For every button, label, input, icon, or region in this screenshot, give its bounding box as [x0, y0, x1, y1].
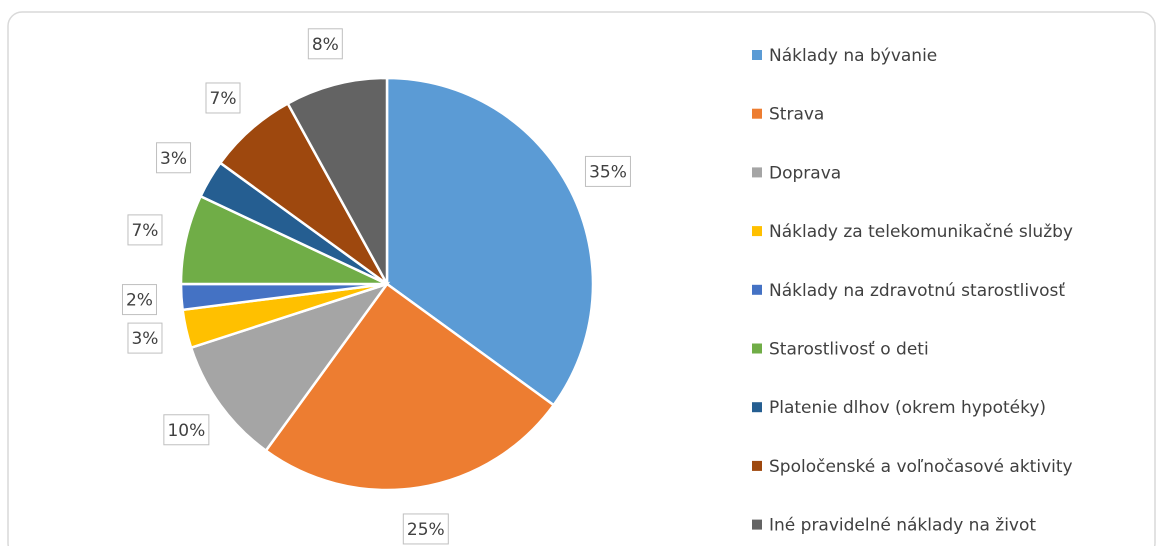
- data-label: 3%: [131, 329, 158, 349]
- legend-swatch: [752, 519, 762, 530]
- data-label: 7%: [210, 89, 237, 109]
- pie-slice: [189, 281, 391, 453]
- legend-swatch: [752, 460, 762, 471]
- data-label-box: [163, 414, 210, 446]
- legend-label: Iné pravidelné náklady na život: [769, 516, 1036, 536]
- legend-label: Doprava: [769, 163, 841, 183]
- legend-swatch: [752, 108, 762, 119]
- data-label-box: [205, 82, 241, 114]
- data-label: 7%: [131, 221, 158, 241]
- legend-swatch: [752, 284, 762, 295]
- data-label-box: [307, 28, 343, 60]
- legend-swatch: [752, 226, 762, 237]
- legend-swatch: [752, 343, 762, 354]
- data-label-box: [127, 214, 163, 246]
- data-label-box: [156, 142, 192, 174]
- data-label: 2%: [126, 291, 153, 311]
- legend-swatch: [752, 167, 762, 178]
- data-label: 35%: [589, 162, 627, 182]
- legend-label: Spoločenské a voľnočasové aktivity: [769, 457, 1073, 477]
- legend-label: Strava: [769, 105, 824, 125]
- data-label: 25%: [407, 520, 445, 540]
- legend-swatch: [752, 402, 762, 413]
- legend-label: Starostlivosť o deti: [769, 340, 929, 360]
- legend-label: Platenie dlhov (okrem hypotéky): [769, 398, 1046, 418]
- pie-slice: [385, 76, 595, 407]
- data-label-box: [584, 155, 631, 187]
- legend-label: Náklady na bývanie: [769, 46, 937, 66]
- legend-label: Náklady za telekomunikačné služby: [769, 222, 1073, 242]
- pie-slice: [264, 282, 556, 492]
- data-label: 10%: [167, 421, 205, 441]
- data-label: 8%: [312, 35, 339, 55]
- data-label-box: [402, 513, 449, 545]
- pie-slice: [286, 76, 389, 285]
- data-label-box: [121, 284, 157, 316]
- data-label-box: [127, 322, 163, 354]
- legend-label: Náklady na zdravotnú starostlivosť: [769, 281, 1065, 301]
- legend-swatch: [752, 50, 762, 60]
- data-label: 3%: [160, 149, 187, 169]
